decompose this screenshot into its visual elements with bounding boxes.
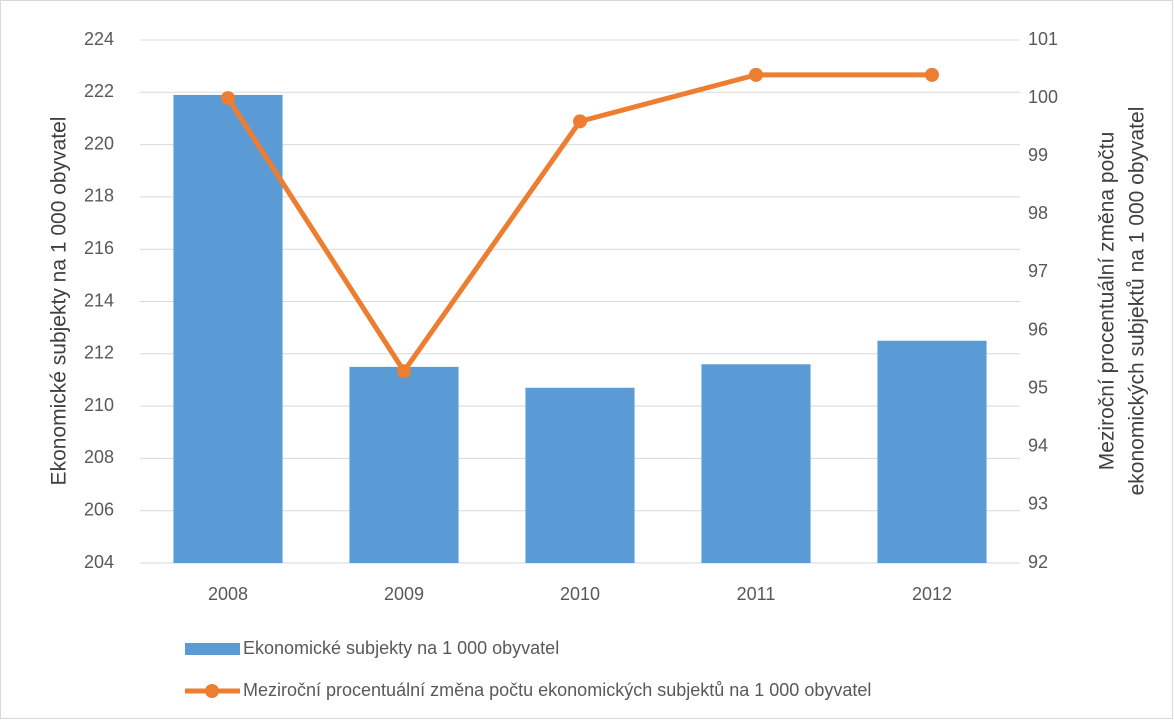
x-tick-label: 2009	[384, 584, 424, 604]
y2-tick-label: 97	[1028, 261, 1048, 281]
x-tick-label: 2008	[208, 584, 248, 604]
y-tick-label: 214	[84, 290, 114, 310]
x-tick-label: 2010	[560, 584, 600, 604]
x-tick-label: 2012	[912, 584, 952, 604]
y2-tick-label: 92	[1028, 552, 1048, 572]
legend-swatch	[205, 684, 219, 698]
legend-label: Meziroční procentuální změna počtu ekono…	[243, 680, 871, 700]
line-marker	[397, 364, 411, 379]
y2-tick-label: 101	[1028, 29, 1058, 49]
legend-swatch	[185, 643, 240, 655]
y2-tick-label: 93	[1028, 494, 1048, 514]
y-tick-label: 208	[84, 447, 114, 467]
y2-axis-title: Meziroční procentuální změna počtu	[1096, 132, 1119, 471]
line-marker	[573, 114, 587, 129]
line-marker	[925, 67, 939, 82]
y2-tick-label: 98	[1028, 203, 1048, 223]
y2-tick-label: 100	[1028, 87, 1058, 107]
y-tick-label: 216	[84, 238, 114, 258]
y-tick-label: 220	[84, 133, 114, 153]
bar	[173, 94, 283, 563]
y-tick-label: 212	[84, 343, 114, 363]
y-tick-label: 222	[84, 81, 114, 101]
bar	[525, 387, 635, 563]
y-tick-label: 204	[84, 552, 114, 572]
y-tick-label: 210	[84, 395, 114, 415]
y2-tick-label: 96	[1028, 319, 1048, 339]
y2-tick-label: 94	[1028, 436, 1048, 456]
legend-label: Ekonomické subjekty na 1 000 obyvatel	[243, 638, 559, 658]
x-tick-label: 2011	[737, 584, 776, 604]
y2-tick-label: 95	[1028, 377, 1048, 397]
y-tick-label: 206	[84, 499, 114, 519]
line-marker	[221, 91, 235, 106]
bar	[349, 366, 459, 563]
y-axis-title: Ekonomické subjekty na 1 000 obyvatel	[48, 117, 71, 486]
y2-axis-title: ekonomických subjektů na 1 000 obyvatel	[1126, 107, 1149, 496]
bar	[877, 340, 987, 563]
line-marker	[749, 67, 763, 82]
y-tick-label: 224	[84, 29, 114, 49]
bar	[701, 364, 811, 563]
y2-tick-label: 99	[1028, 145, 1048, 165]
y-tick-label: 218	[84, 186, 114, 206]
